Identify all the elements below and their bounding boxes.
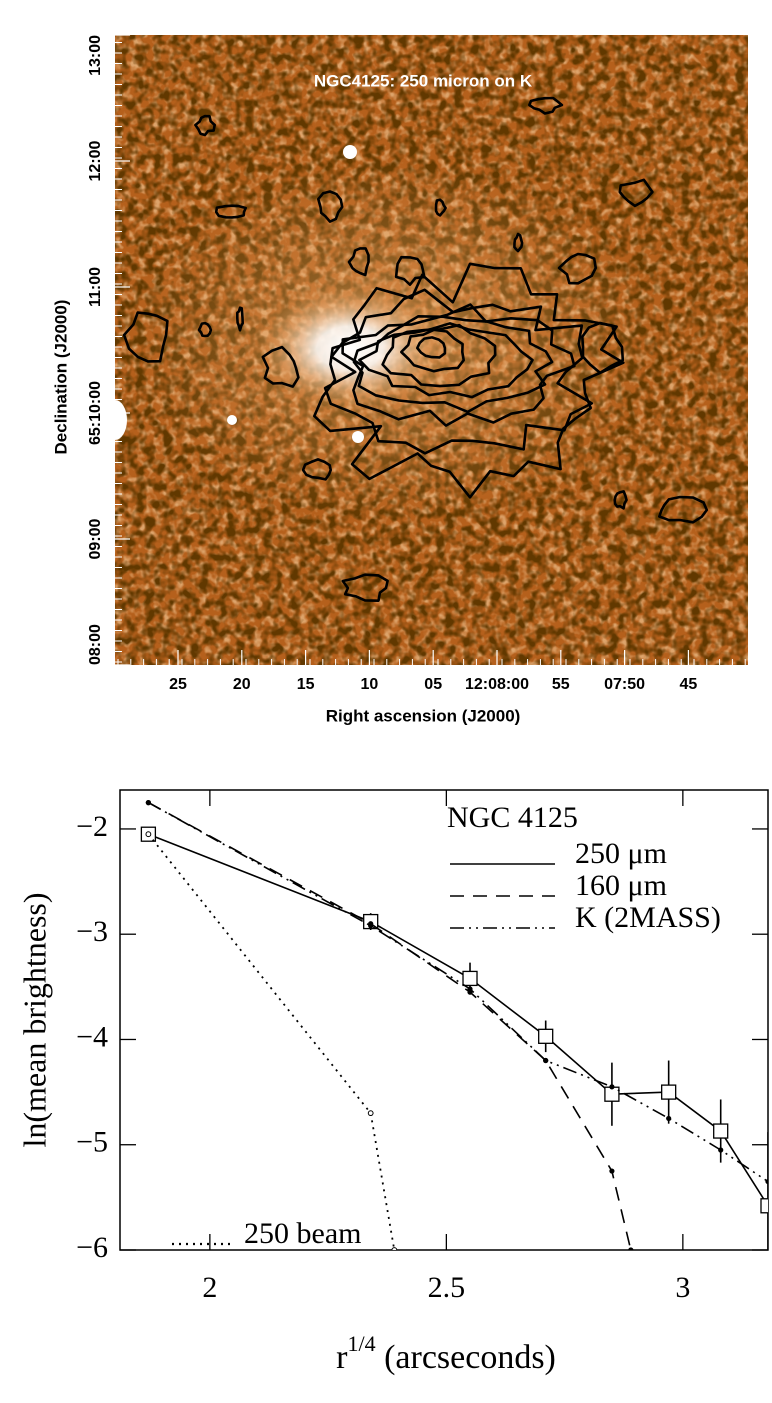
contour — [415, 336, 447, 359]
profile-plot: 2 2.5 3 −6 −5 −4 −3 −2 ln(mean brightness) r1/4 (… — [16, 789, 769, 1376]
point — [462, 970, 478, 987]
point — [145, 831, 152, 838]
star — [352, 431, 364, 443]
x-tick-label: 05 — [424, 676, 442, 693]
x-tick-label: 07:50 — [604, 676, 645, 693]
legend-label: K (2MASS) — [575, 901, 721, 934]
point — [145, 800, 151, 806]
point — [391, 1247, 398, 1250]
contour — [358, 322, 534, 399]
y-tick-label: −5 — [76, 1126, 108, 1159]
contour — [347, 247, 370, 277]
contour — [657, 495, 709, 524]
point — [609, 1168, 615, 1174]
x-tick-label: 45 — [680, 676, 698, 693]
y-tick-label: 13:00 — [87, 35, 104, 76]
contour — [197, 321, 213, 338]
point — [628, 1247, 634, 1250]
point — [765, 1178, 768, 1185]
y-tick-label: 12:00 — [87, 140, 104, 181]
contour — [316, 190, 344, 223]
contour — [312, 262, 625, 499]
x-tick-label: 3 — [675, 1271, 690, 1304]
point — [538, 1028, 554, 1044]
contour — [352, 314, 554, 414]
point — [543, 1057, 549, 1064]
contour — [236, 306, 244, 332]
x-tick-label: 25 — [169, 676, 187, 693]
contour — [214, 204, 247, 219]
star — [343, 145, 357, 159]
point — [467, 986, 473, 992]
contour — [618, 178, 654, 208]
y-tick-label: −3 — [76, 915, 108, 948]
contour — [122, 311, 169, 363]
series-line — [147, 833, 396, 1250]
x-label-sup: 1/4 — [347, 1331, 375, 1356]
contour — [194, 114, 216, 137]
x-tick-label: 2.5 — [428, 1271, 466, 1304]
galaxy-core — [255, 286, 445, 410]
contour — [261, 345, 300, 388]
x-tick-label: 10 — [361, 676, 379, 693]
series-layer — [140, 800, 768, 1250]
legend-title: NGC 4125 — [447, 801, 578, 834]
y-tick-label: 65:10:00 — [87, 381, 104, 445]
image-ticks: 25 20 15 10 05 12:08:00 55 07:50 45 08:00 09:00 65:… — [87, 34, 746, 693]
contour — [301, 458, 333, 481]
x-axis-label: Right ascension (J2000) — [326, 706, 521, 725]
series-line — [148, 801, 632, 1250]
star — [227, 415, 237, 425]
y-axis-label: Declination (J2000) — [51, 300, 70, 455]
contour — [513, 232, 524, 253]
contour — [613, 490, 628, 510]
contour — [434, 198, 447, 217]
y-tick-label: 11:00 — [87, 267, 104, 307]
y-tick-label: −6 — [76, 1231, 108, 1264]
y-tick-label: 08:00 — [87, 624, 104, 665]
contours — [122, 96, 709, 603]
legend-label: 250 beam — [244, 1217, 361, 1250]
x-tick-label: 20 — [233, 676, 251, 693]
legend-label: 250 μm — [575, 837, 667, 870]
x-tick-label: 2 — [202, 1271, 217, 1304]
image-title: NGC4125: 250 micron on K — [314, 71, 533, 90]
series-line — [148, 833, 768, 1207]
y-tick-label: −4 — [76, 1020, 108, 1053]
contour — [381, 323, 497, 388]
sky-image: NGC4125: 250 micron on K — [115, 35, 748, 665]
x-tick-label: 15 — [297, 676, 315, 693]
x-tick-label: 12:08:00 — [465, 676, 529, 693]
y-axis-label: ln(mean brightness) — [16, 892, 52, 1147]
point — [713, 1123, 729, 1139]
legend-label: 160 μm — [575, 869, 667, 902]
contour — [341, 573, 389, 603]
point — [718, 1147, 724, 1153]
point — [666, 1115, 672, 1122]
x-tick-label: 55 — [552, 676, 570, 693]
point — [661, 1084, 677, 1100]
x-label-rest: (arcseconds) — [376, 1339, 556, 1376]
y-tick-label: −2 — [76, 810, 108, 843]
contour — [341, 303, 576, 427]
contour — [394, 255, 426, 287]
point — [760, 1198, 768, 1214]
y-tick-label: 09:00 — [87, 518, 104, 559]
contour — [399, 328, 466, 373]
point — [367, 1110, 374, 1117]
series-line — [148, 801, 768, 1183]
contour — [557, 252, 598, 285]
x-label-base: r — [336, 1339, 348, 1376]
contour — [580, 321, 625, 375]
point — [609, 1084, 615, 1090]
contour — [323, 288, 594, 455]
x-axis-label: r1/4 (arcseconds) — [336, 1331, 556, 1376]
point — [368, 923, 374, 929]
plot-frame — [119, 789, 769, 1251]
contour — [527, 96, 564, 115]
